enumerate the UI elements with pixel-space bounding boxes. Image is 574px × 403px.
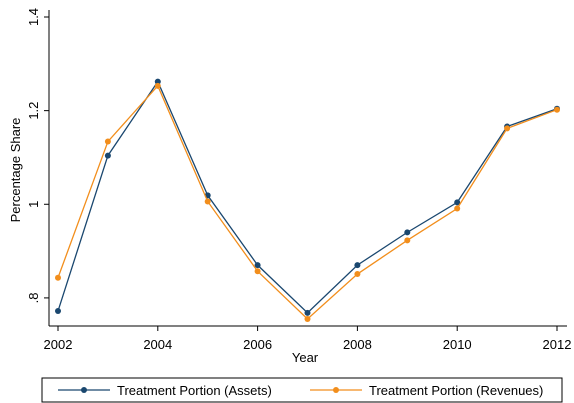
- legend-marker: [81, 387, 87, 393]
- series-point: [304, 315, 311, 322]
- series-point: [354, 271, 361, 278]
- series-point: [454, 199, 461, 206]
- series-point: [354, 262, 361, 269]
- x-tick-label: 2004: [143, 337, 172, 352]
- x-tick-label: 2002: [44, 337, 73, 352]
- series-point: [204, 198, 211, 205]
- x-axis-label: Year: [292, 350, 319, 365]
- y-tick-label: 1.4: [26, 8, 41, 26]
- y-tick-label: .8: [26, 292, 41, 303]
- x-tick-label: 2006: [243, 337, 272, 352]
- series-point: [504, 125, 511, 132]
- x-tick-label: 2010: [443, 337, 472, 352]
- y-tick-label: 1: [26, 201, 41, 208]
- legend-box: [41, 377, 563, 403]
- series-point: [454, 205, 461, 212]
- series-point: [55, 274, 61, 281]
- x-tick-label: 2012: [543, 337, 572, 352]
- series-point: [55, 308, 61, 315]
- series-point: [254, 262, 261, 269]
- series-point: [404, 237, 411, 244]
- series-point: [254, 268, 261, 275]
- x-tick-label: 2008: [343, 337, 372, 352]
- series-point: [154, 82, 161, 89]
- series-point: [554, 106, 560, 113]
- series-point: [104, 138, 111, 145]
- legend-label: Treatment Portion (Revenues): [369, 383, 543, 398]
- series-point: [104, 152, 111, 159]
- series-point: [404, 229, 411, 236]
- series-point: [154, 78, 161, 85]
- y-axis-label: Percentage Share: [8, 118, 23, 223]
- series-point: [304, 309, 311, 316]
- legend-marker: [333, 387, 339, 393]
- y-tick-label: 1.2: [26, 102, 41, 120]
- legend-label: Treatment Portion (Assets): [117, 383, 272, 398]
